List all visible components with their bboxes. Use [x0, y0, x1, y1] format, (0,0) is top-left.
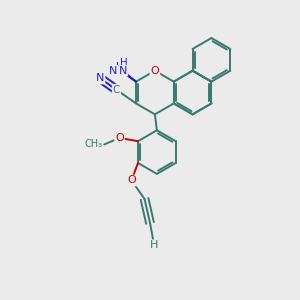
Text: N: N — [109, 66, 117, 76]
Text: O: O — [115, 133, 124, 143]
Text: C: C — [113, 85, 120, 95]
Text: H: H — [120, 58, 128, 68]
Text: O: O — [127, 176, 136, 185]
Text: H: H — [150, 240, 158, 250]
Text: N: N — [119, 66, 127, 76]
Text: N: N — [96, 74, 104, 83]
Text: CH₃: CH₃ — [84, 140, 102, 149]
Text: H: H — [116, 62, 124, 72]
Text: O: O — [151, 66, 159, 76]
